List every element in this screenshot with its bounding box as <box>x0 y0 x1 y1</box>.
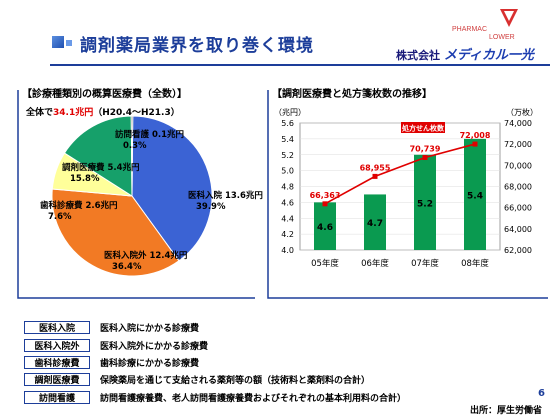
page-number: 6 <box>538 388 545 399</box>
legend-row: 医科入院 医科入院にかかる診療費 <box>24 319 524 336</box>
pie-slice-percent: 0.3% <box>123 141 147 151</box>
line-value-label: 68,955 <box>360 163 391 172</box>
line-point <box>472 141 478 147</box>
legend-desc: 訪問看護療養費、老人訪問看護療養費およびそれぞれの基本利用料の合計） <box>100 393 407 404</box>
pie-panel-frame <box>17 90 255 299</box>
logo-text-1: PHARMAC <box>452 26 488 33</box>
legend-key: 訪問看護 <box>24 390 90 404</box>
bar-value-label: 5.2 <box>417 199 433 209</box>
pie-total: 全体で34.1兆円（H20.4～H21.3） <box>26 105 180 118</box>
pie-slice-percent: 36.4% <box>112 262 142 272</box>
y-right-tick: 64,000 <box>504 225 532 234</box>
pie-total-prefix: 全体で <box>26 108 54 118</box>
y-left-tick: 5.0 <box>281 167 294 176</box>
line-point <box>422 155 428 161</box>
title-bullet-small-icon <box>66 40 72 46</box>
legend-row: 歯科診療費 歯科診療にかかる診療費 <box>24 354 524 371</box>
bar-value-label: 4.7 <box>367 219 383 229</box>
y-left-unit: （兆円） <box>274 107 306 117</box>
legend-key: 医科入院 <box>24 321 90 335</box>
y-left-tick: 4.6 <box>281 198 294 207</box>
company-name: 株式会社 メディカル一光 <box>396 44 534 63</box>
pie-slice-label: 調剤医療費 5.4兆円 <box>62 162 140 173</box>
source-note: 出所：厚生労働省 <box>470 406 543 416</box>
pie-slice <box>63 115 133 197</box>
y-right-tick: 70,000 <box>504 161 532 170</box>
legend: 医科入院 医科入院にかかる診療費 医科入院外 医科入院外にかかる診療費 歯科診療… <box>24 319 524 406</box>
pie-slice-percent: 39.9% <box>196 202 226 212</box>
line-legend-box <box>401 122 445 133</box>
line-value-label: 66,363 <box>310 191 341 200</box>
x-tick-label: 08年度 <box>461 258 489 269</box>
pie-total-value: 34.1兆円 <box>53 108 94 118</box>
bar <box>414 154 436 250</box>
legend-key: 医科入院外 <box>24 338 90 352</box>
legend-desc: 医科入院にかかる診療費 <box>100 324 200 335</box>
pie-section-title: 【診療種類別の概算医療費（全数）】 <box>22 89 187 100</box>
page-title: 調剤薬局業界を取り巻く環境 <box>80 36 314 56</box>
line-point <box>372 173 378 179</box>
flower-logo-icon <box>500 9 518 27</box>
y-left-tick: 4.4 <box>281 214 294 223</box>
legend-desc: 医科入院外にかかる診療費 <box>100 341 209 352</box>
company-prefix: 株式会社 <box>396 49 440 62</box>
bar-section-title: 【調剤医療費と処方箋枚数の推移】 <box>272 89 432 100</box>
legend-desc: 保険薬局を通じて支給される薬剤等の額（技術料と薬剤料の合計） <box>100 376 371 387</box>
y-right-tick: 62,000 <box>504 246 532 255</box>
pie-slice <box>131 115 213 262</box>
logo-text-2: LOWER <box>489 34 515 41</box>
legend-row: 調剤医療費 保険薬局を通じて支給される薬剤等の額（技術料と薬剤料の合計） <box>24 371 524 388</box>
line-legend-label: 処方せん枚数 <box>401 124 445 133</box>
bar <box>314 202 336 250</box>
header-divider <box>50 64 550 66</box>
line-value-label: 72,008 <box>460 131 491 140</box>
y-right-unit: （万枚） <box>506 107 538 117</box>
pie-slice-label: 歯科診療費 2.6兆円 <box>40 200 118 211</box>
pie-slice-percent: 7.6% <box>48 212 72 222</box>
pie-slice-label: 医科入院 13.6兆円 <box>188 190 263 201</box>
y-right-tick: 66,000 <box>504 204 532 213</box>
legend-row: 医科入院外 医科入院外にかかる診療費 <box>24 336 524 353</box>
bar <box>464 138 486 250</box>
pie-slice-percent: 15.8% <box>70 174 100 184</box>
y-left-tick: 5.6 <box>281 119 294 128</box>
y-left-tick: 5.2 <box>281 151 294 160</box>
bar-value-label: 4.6 <box>317 223 333 233</box>
y-right-tick: 68,000 <box>504 183 532 192</box>
bar <box>364 194 386 250</box>
y-left-tick: 4.2 <box>281 230 294 239</box>
y-right-tick: 72,000 <box>504 140 532 149</box>
x-tick-label: 05年度 <box>311 258 339 269</box>
x-tick-label: 06年度 <box>361 258 389 269</box>
title-bullet-icon <box>52 36 64 48</box>
line-value-label: 70,739 <box>410 145 441 154</box>
pie-total-period: （H20.4～H21.3） <box>93 108 180 118</box>
y-left-tick: 4.0 <box>281 246 294 255</box>
bar-value-label: 5.4 <box>467 191 483 201</box>
legend-desc: 歯科診療にかかる診療費 <box>100 358 200 369</box>
legend-key: 調剤医療費 <box>24 373 90 387</box>
y-left-tick: 4.8 <box>281 183 294 192</box>
pie-slice <box>51 188 180 277</box>
legend-key: 歯科診療費 <box>24 355 90 369</box>
legend-row: 訪問看護 訪問看護療養費、老人訪問看護療養費およびそれぞれの基本利用料の合計） <box>24 389 524 406</box>
y-left-tick: 5.4 <box>281 135 294 144</box>
line-point <box>322 201 328 207</box>
pie-slice <box>130 115 134 197</box>
bar-panel-frame <box>267 90 548 299</box>
y-right-tick: 74,000 <box>504 119 532 128</box>
line-series <box>324 143 476 205</box>
x-tick-label: 07年度 <box>411 258 439 269</box>
company-brand: メディカル一光 <box>443 48 534 63</box>
pie-slice-label: 医科入院外 12.4兆円 <box>104 250 187 261</box>
pie-slice-label: 訪問看護 0.1兆円 <box>115 129 184 140</box>
